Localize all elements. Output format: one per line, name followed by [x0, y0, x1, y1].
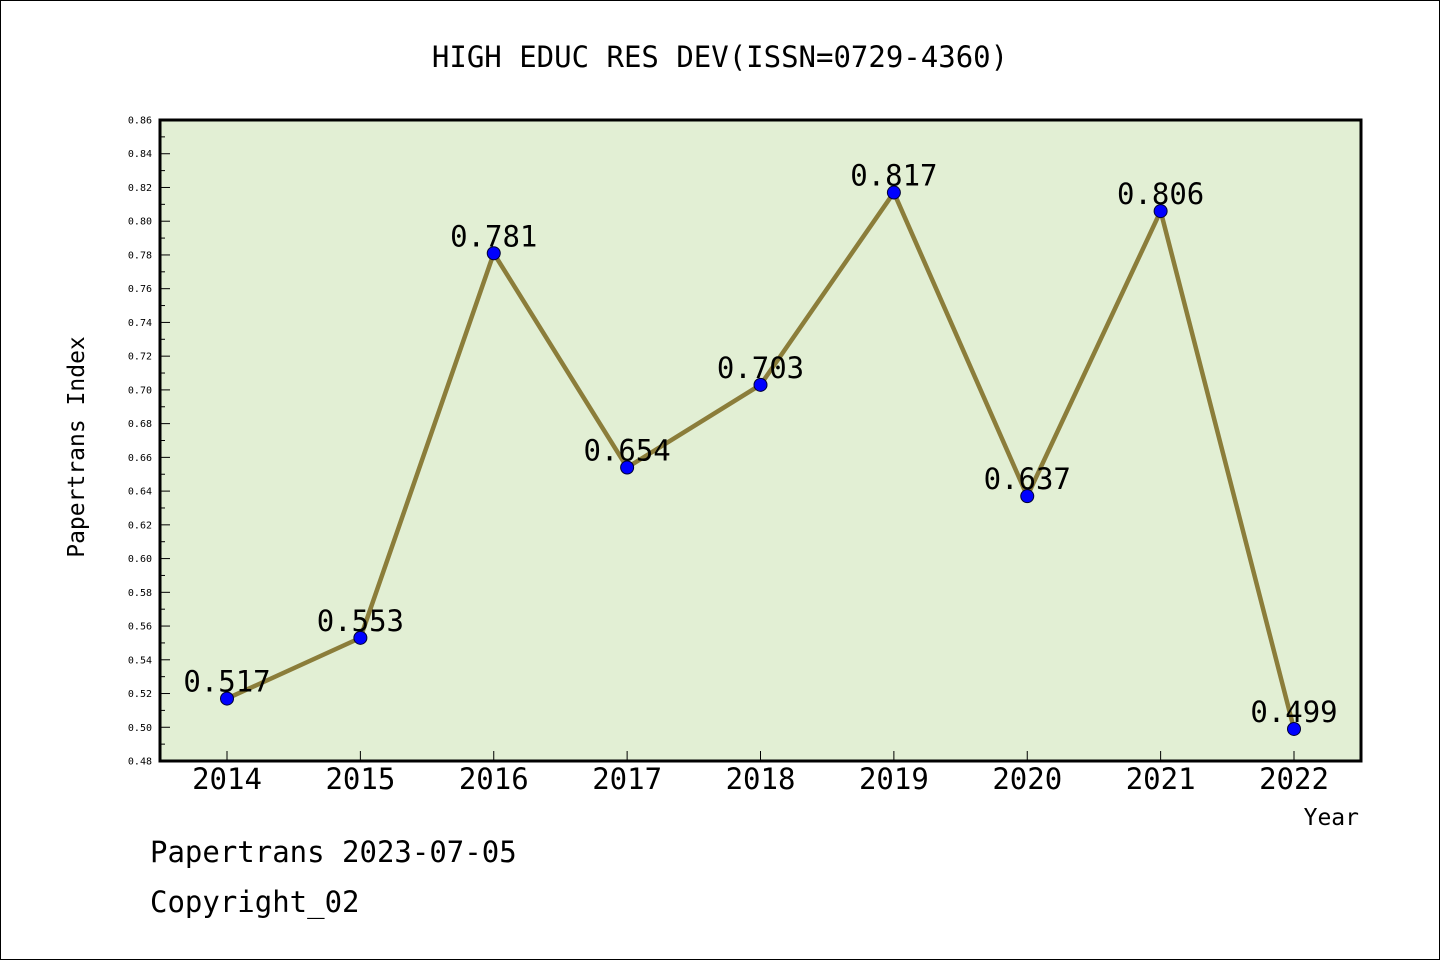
x-tick-label: 2014	[192, 762, 262, 796]
data-label: 0.806	[1117, 177, 1204, 211]
data-point	[886, 185, 901, 200]
x-tick-label: 2020	[992, 762, 1062, 796]
y-tick-label: 0.50	[128, 723, 152, 734]
x-tick-label: 2018	[726, 762, 796, 796]
y-tick-label: 0.54	[128, 655, 152, 666]
y-tick-label: 0.62	[128, 520, 152, 531]
x-tick-label: 2022	[1259, 762, 1329, 796]
y-tick-label: 0.66	[128, 453, 152, 464]
data-label: 0.517	[183, 665, 270, 699]
data-point	[620, 460, 635, 475]
y-tick-label: 0.52	[128, 689, 152, 700]
y-tick-label: 0.78	[128, 250, 152, 261]
y-tick-label: 0.76	[128, 284, 152, 295]
data-point	[1153, 204, 1168, 219]
y-tick-label: 0.72	[128, 352, 152, 363]
footer-date-line: Papertrans 2023-07-05	[150, 835, 517, 869]
series-layer	[220, 185, 1301, 736]
y-axis-label: Papertrans Index	[64, 336, 90, 558]
footer-copyright: Copyright_02	[150, 885, 360, 919]
y-tick-label: 0.70	[128, 385, 152, 396]
data-label: 0.654	[583, 433, 670, 467]
x-tick-label: 2017	[592, 762, 662, 796]
plot-area	[158, 118, 1363, 763]
data-point	[220, 691, 234, 706]
data-label: 0.553	[317, 604, 404, 638]
data-label: 0.499	[1250, 695, 1337, 729]
x-axis: 2014 2015 2016 2017 2018 2019 2020 2021 2022	[192, 751, 1329, 796]
data-label: 0.817	[850, 159, 937, 193]
x-tick-label: 2021	[1126, 762, 1196, 796]
data-point	[1287, 721, 1301, 736]
x-axis-label: Year	[1304, 805, 1359, 831]
data-label: 0.703	[717, 351, 804, 385]
data-label: 0.637	[984, 462, 1071, 496]
x-tick-label: 2019	[859, 762, 929, 796]
y-tick-label: 0.60	[128, 554, 152, 565]
y-tick-label: 0.64	[128, 487, 152, 498]
y-axis: 0.48 0.50 0.52 0.54 0.56 0.58 0.60 0.62 0.64 0.66…	[128, 116, 170, 768]
y-tick-label: 0.82	[128, 183, 152, 194]
y-tick-label: 0.74	[128, 318, 152, 329]
y-tick-label: 0.84	[128, 149, 152, 160]
y-tick-label: 0.58	[128, 588, 152, 599]
data-point	[486, 246, 501, 261]
x-tick-label: 2015	[325, 762, 395, 796]
chart-title: HIGH EDUC RES DEV(ISSN=0729-4360)	[432, 40, 1008, 74]
y-tick-label: 0.86	[128, 116, 152, 127]
data-labels-layer: 0.517 0.553 0.781 0.654 0.703 0.817 0.637 0.806…	[183, 159, 1337, 729]
data-label: 0.781	[450, 219, 537, 253]
data-point	[1020, 489, 1035, 504]
y-tick-label: 0.56	[128, 622, 152, 633]
x-tick-label: 2016	[459, 762, 529, 796]
y-tick-label: 0.80	[128, 217, 152, 228]
y-tick-label: 0.48	[128, 757, 152, 768]
y-tick-label: 0.68	[128, 419, 152, 430]
data-point	[353, 630, 368, 645]
data-point	[753, 377, 768, 392]
